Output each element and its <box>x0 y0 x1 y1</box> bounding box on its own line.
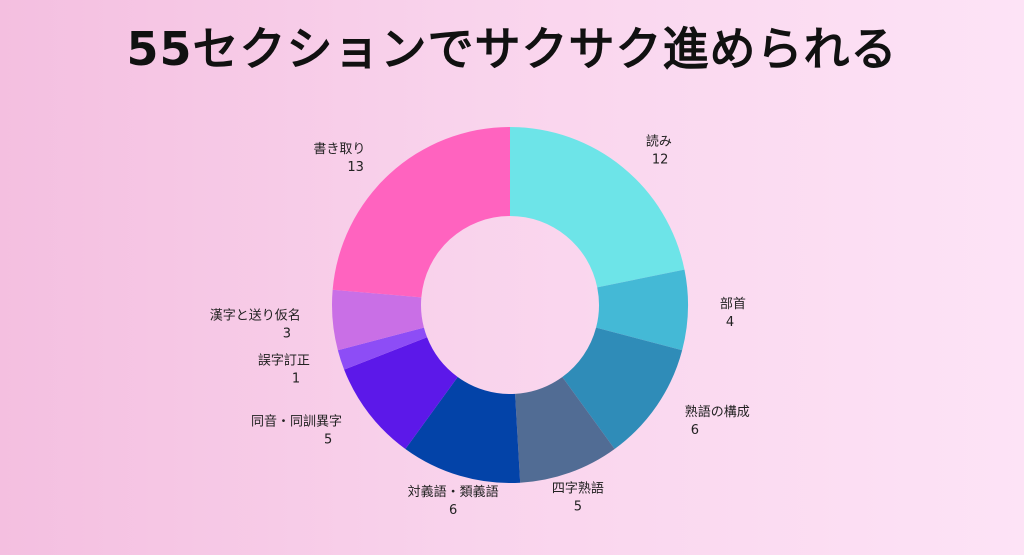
slice-3 <box>562 327 683 450</box>
slice-label-8: 漢字と送り仮名 <box>210 307 301 323</box>
slice-label-5: 対義語・類義語 <box>408 484 499 500</box>
slice-6 <box>344 337 458 450</box>
chart-title: 55セクションでサクサク進められる <box>126 22 898 76</box>
slice-label-3: 熟語の構成 <box>685 404 750 420</box>
slice-value-2: 4 <box>726 315 734 330</box>
slice-label-6: 同音・同訓異字 <box>251 413 342 429</box>
slice-label-7: 誤字訂正 <box>258 352 310 368</box>
slice-label-2: 部首 <box>720 297 746 312</box>
slice-value-6: 5 <box>324 432 332 447</box>
slice-label-4: 四字熟語 <box>552 480 604 496</box>
slice-value-5: 6 <box>449 503 457 518</box>
slice-7 <box>337 327 428 370</box>
slice-label-1: 読み <box>646 134 672 150</box>
slice-value-9: 13 <box>347 160 364 175</box>
slice-4 <box>515 377 615 483</box>
slice-value-7: 1 <box>292 371 300 386</box>
slice-9 <box>332 127 510 298</box>
slice-value-3: 6 <box>691 423 699 438</box>
slice-label-9: 書き取り <box>313 142 365 157</box>
slice-value-8: 3 <box>283 326 291 341</box>
slice-value-1: 12 <box>652 153 669 168</box>
slice-8 <box>332 289 424 351</box>
slice-1 <box>510 127 685 288</box>
slice-value-4: 5 <box>574 499 582 514</box>
slice-2 <box>596 269 688 351</box>
donut-slices <box>332 127 688 483</box>
slice-5 <box>405 377 521 483</box>
slice-labels: 読み 12 部首 4 熟語の構成 6 四字熟語 5 対義語・類義語 6 同音・同訓異字 5 誤字訂正 1 漢… <box>210 134 750 518</box>
